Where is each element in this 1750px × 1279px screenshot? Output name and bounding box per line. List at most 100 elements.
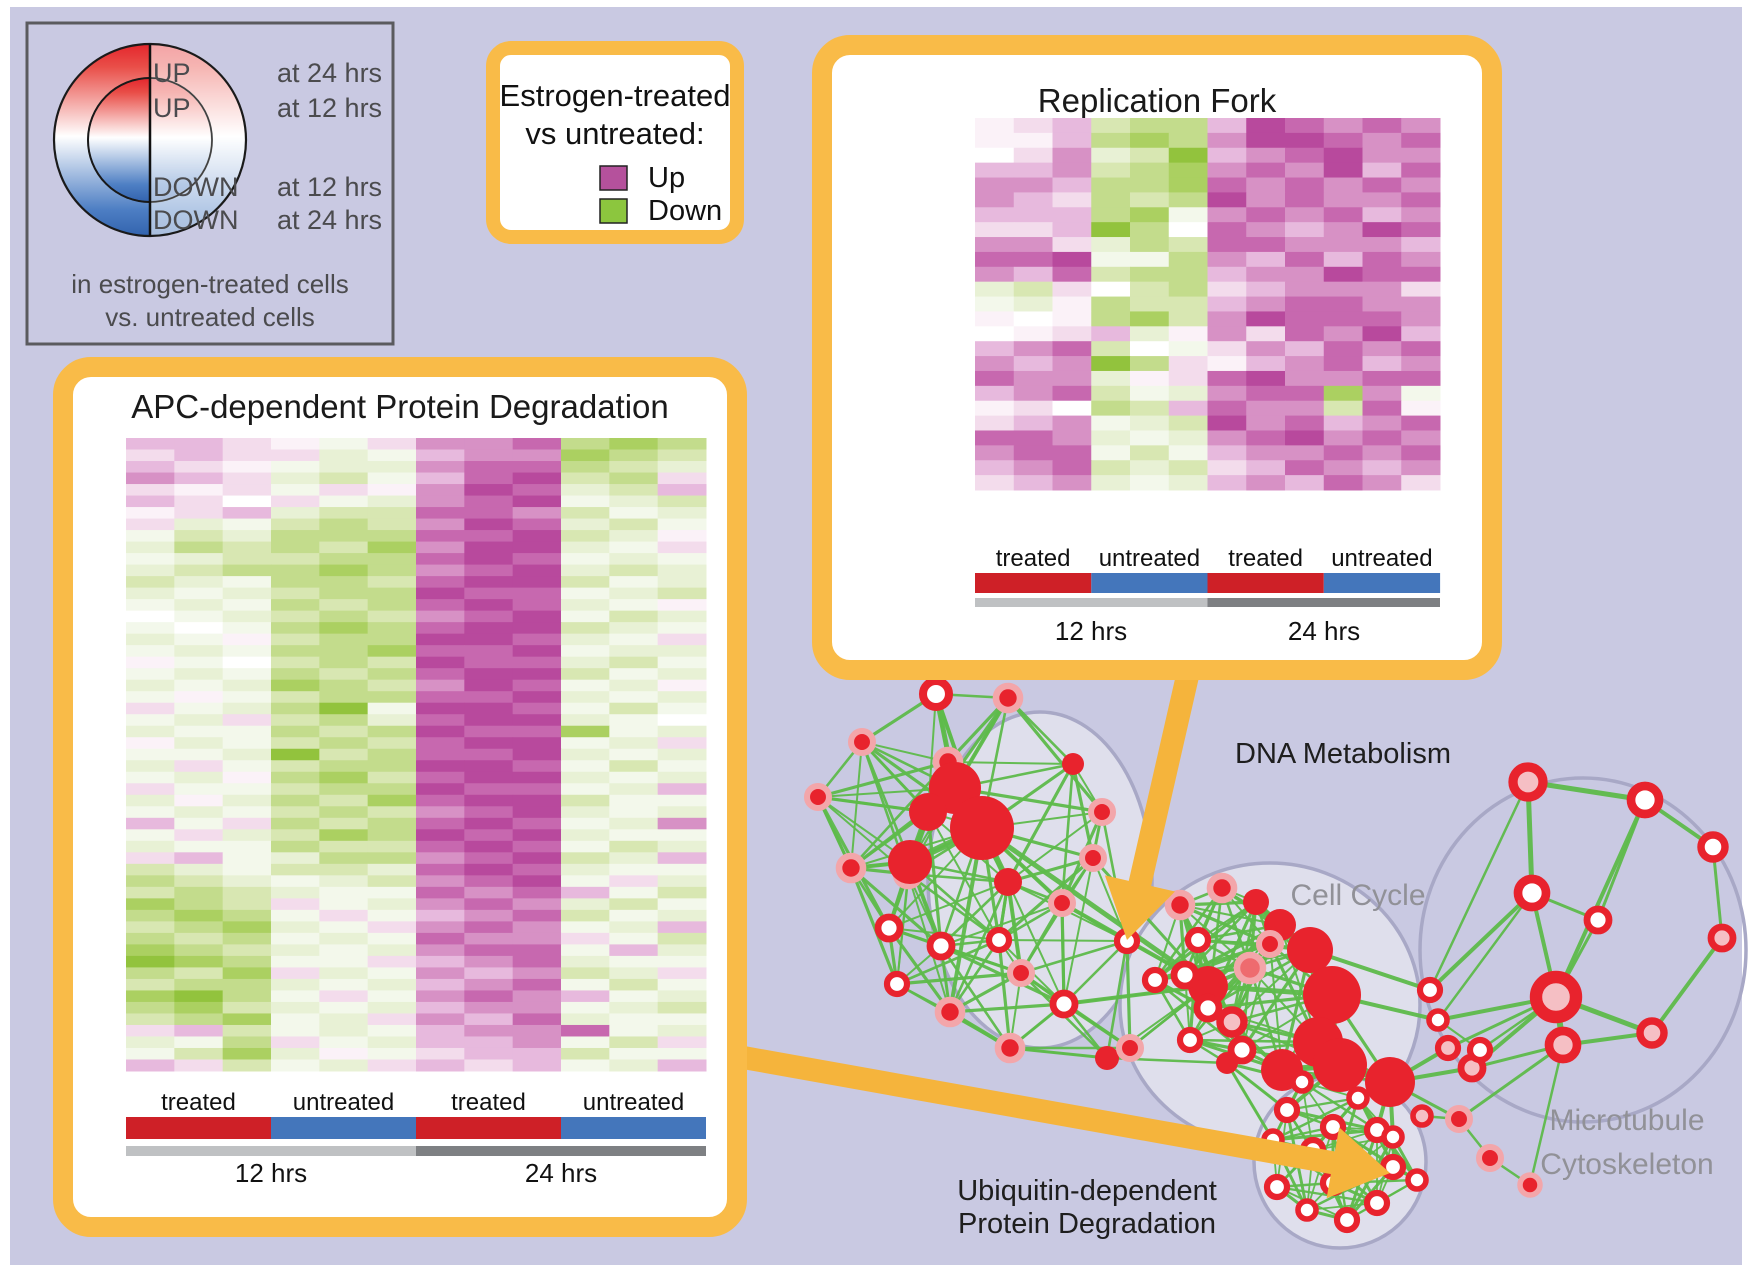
heatmap-cell <box>609 794 659 807</box>
heatmap-cell <box>561 449 610 462</box>
heatmap-cell <box>1013 207 1053 223</box>
heatmap-cell <box>416 1001 465 1014</box>
heatmap-cell <box>1401 281 1441 298</box>
network-edge <box>1062 939 1129 1006</box>
heatmap-cell <box>416 875 465 888</box>
heatmap-cell <box>271 495 320 508</box>
heatmap-cell <box>1246 356 1286 372</box>
heatmap-cell <box>174 955 224 968</box>
heatmap-cell <box>609 702 659 715</box>
heatmap-cell <box>657 955 707 968</box>
heatmap-cell <box>1013 475 1053 491</box>
heatmap-cell <box>512 438 562 451</box>
heatmap-cell <box>609 645 659 658</box>
heatmap-cell <box>222 794 272 807</box>
heatmap-cell <box>1130 132 1170 149</box>
heatmap-cell <box>416 817 465 830</box>
heatmap-cell <box>319 472 369 485</box>
heatmap-cell <box>464 944 514 957</box>
heatmap-cell <box>1130 326 1170 342</box>
heatmap-cell <box>1285 132 1325 149</box>
heatmap-cell <box>126 438 175 451</box>
heatmap-cell <box>609 806 659 819</box>
network-edge <box>948 1002 1066 1014</box>
heatmap-cell <box>1052 385 1092 402</box>
heatmap-cell <box>271 1013 320 1026</box>
legend-word-down-24: DOWN <box>153 205 238 235</box>
heatmap-cell <box>1013 222 1053 238</box>
heatmap-cell <box>561 587 610 600</box>
heatmap-cell <box>1168 177 1208 193</box>
heatmap-cell <box>1013 385 1053 402</box>
heatmap-cell <box>416 748 465 761</box>
heatmap-cell <box>174 852 224 865</box>
heatmap-cell <box>222 472 272 485</box>
condition-label-untreated-1: untreated <box>293 1089 394 1116</box>
legend-time-24-up: at 24 hrs <box>277 58 382 88</box>
heatmap-cell <box>975 296 1015 312</box>
heatmap-cell <box>561 886 610 899</box>
network-node-cc17 <box>1227 1035 1257 1065</box>
heatmap-cell <box>319 553 369 566</box>
heatmap-cell <box>126 875 175 888</box>
heatmap-cell <box>319 518 369 531</box>
heatmap-cell <box>512 484 562 497</box>
heatmap-cell <box>609 725 659 738</box>
network-labels: DNA Metabolism Cell Cycle Microtubule Cy… <box>957 738 1714 1240</box>
heatmap-cell <box>1013 356 1053 372</box>
heatmap-cell <box>416 932 465 945</box>
heatmap-cell <box>1168 237 1208 253</box>
network-edge <box>1007 881 1065 1005</box>
heatmap-cell <box>222 702 272 715</box>
heatmap-cell <box>222 530 272 543</box>
heatmap-cell <box>1401 370 1441 387</box>
cluster-label-ubiquitin-line2: Protein Degradation <box>958 1208 1216 1240</box>
network-node-m8 <box>934 996 966 1028</box>
heatmap-cell <box>975 177 1015 193</box>
heatmap-cell <box>1246 400 1286 417</box>
heatmap-cell <box>512 1036 562 1049</box>
heatmap-cell <box>561 852 610 865</box>
time-bar-24hrs <box>416 1146 706 1156</box>
heatmap-cell <box>512 748 562 761</box>
heatmap-cell <box>319 840 369 853</box>
heatmap-cell <box>367 461 417 474</box>
heatmap-cell <box>174 668 224 681</box>
legend-direction-border <box>25 21 395 346</box>
heatmap-cell <box>1246 281 1286 298</box>
network-edge-major <box>1428 780 1530 992</box>
network-edge <box>948 880 1010 1014</box>
heatmap-cell <box>367 656 417 669</box>
heatmap-cell <box>1323 162 1363 179</box>
heatmap-cell <box>222 967 272 980</box>
heatmap-cell <box>975 162 1015 179</box>
heatmap-cell <box>1362 460 1402 476</box>
heatmap-cell <box>512 794 562 807</box>
heatmap-cell <box>271 645 320 658</box>
heatmap-cell <box>1168 356 1208 372</box>
network-node-m3 <box>985 926 1013 954</box>
heatmap-cell <box>1168 430 1208 446</box>
heatmap-cell <box>126 530 175 543</box>
network-edge-major <box>1528 1043 1565 1187</box>
heatmap-cell <box>561 725 610 738</box>
network-node-cc16 <box>1233 951 1267 985</box>
heatmap-cell <box>1362 192 1402 208</box>
heatmap-cell <box>416 484 465 497</box>
heatmap-cell <box>512 461 562 474</box>
heatmap-cell <box>367 449 417 462</box>
heatmap-cell <box>222 944 272 957</box>
apc-time-label-12hrs: 12 hrs <box>235 1158 307 1188</box>
heatmap-cell <box>222 587 272 600</box>
heatmap-cell <box>657 691 707 704</box>
heatmap-cell <box>1207 415 1247 431</box>
heatmap-cell <box>464 449 514 462</box>
updown-title-line2: vs untreated: <box>525 116 704 151</box>
heatmap-cell <box>319 576 369 589</box>
heatmap-cell <box>126 863 175 876</box>
heatmap-cell <box>464 553 514 566</box>
heatmap-cell <box>512 449 562 462</box>
heatmap-cell <box>1323 177 1363 193</box>
heatmap-cell <box>1091 251 1131 268</box>
heatmap-cell <box>464 530 514 543</box>
